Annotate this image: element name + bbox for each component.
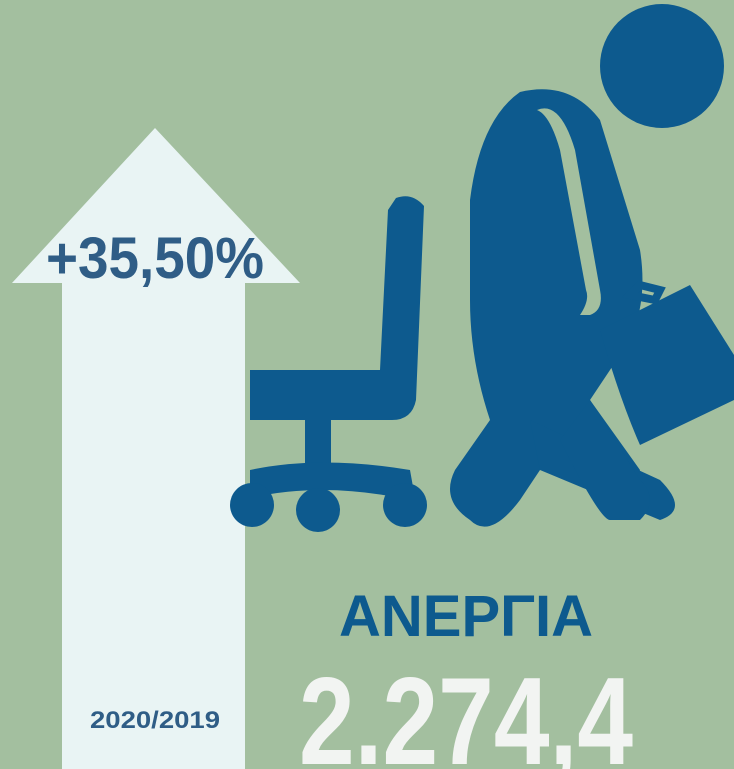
indicator-title: ΑΝΕΡΓΙΑ: [339, 584, 593, 649]
indicator-value: 2.274,4: [299, 653, 633, 769]
page: {"arrow": {"label": "+35,50%", "period":…: [0, 0, 734, 769]
infographic: +35,50% 2020/2019 ΑΝΕΡΓΙΑ 2.274,4: [0, 0, 734, 769]
change-label: +35,50%: [46, 226, 264, 291]
period-label: 2020/2019: [90, 707, 220, 734]
